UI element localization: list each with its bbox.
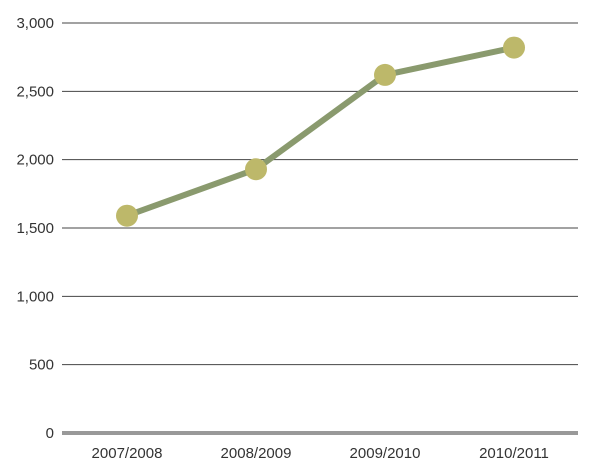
- y-axis-tick-labels: 0 500 1,000 1,500 2,000 2,500 3,000: [16, 15, 54, 442]
- y-tick-label: 2,000: [16, 152, 54, 169]
- data-point: [245, 158, 267, 181]
- series-layer: [116, 36, 525, 227]
- x-tick-label: 2008/2009: [221, 445, 292, 462]
- y-tick-label: 1,000: [16, 288, 54, 305]
- y-tick-label: 3,000: [16, 15, 54, 32]
- data-point: [503, 36, 525, 59]
- x-tick-label: 2010/2011: [479, 445, 549, 462]
- x-tick-label: 2007/2008: [92, 445, 163, 462]
- gridlines: [62, 22, 578, 435]
- series-line: [124, 44, 517, 219]
- y-tick-label: 0: [46, 425, 54, 442]
- y-tick-label: 2,500: [16, 83, 54, 100]
- data-point: [116, 204, 138, 227]
- x-axis-tick-labels: 2007/2008 2008/2009 2009/2010 2010/2011: [92, 445, 549, 462]
- data-point: [374, 63, 396, 86]
- y-tick-label: 1,500: [16, 220, 54, 237]
- y-tick-label: 500: [29, 357, 54, 374]
- x-tick-label: 2009/2010: [350, 445, 421, 462]
